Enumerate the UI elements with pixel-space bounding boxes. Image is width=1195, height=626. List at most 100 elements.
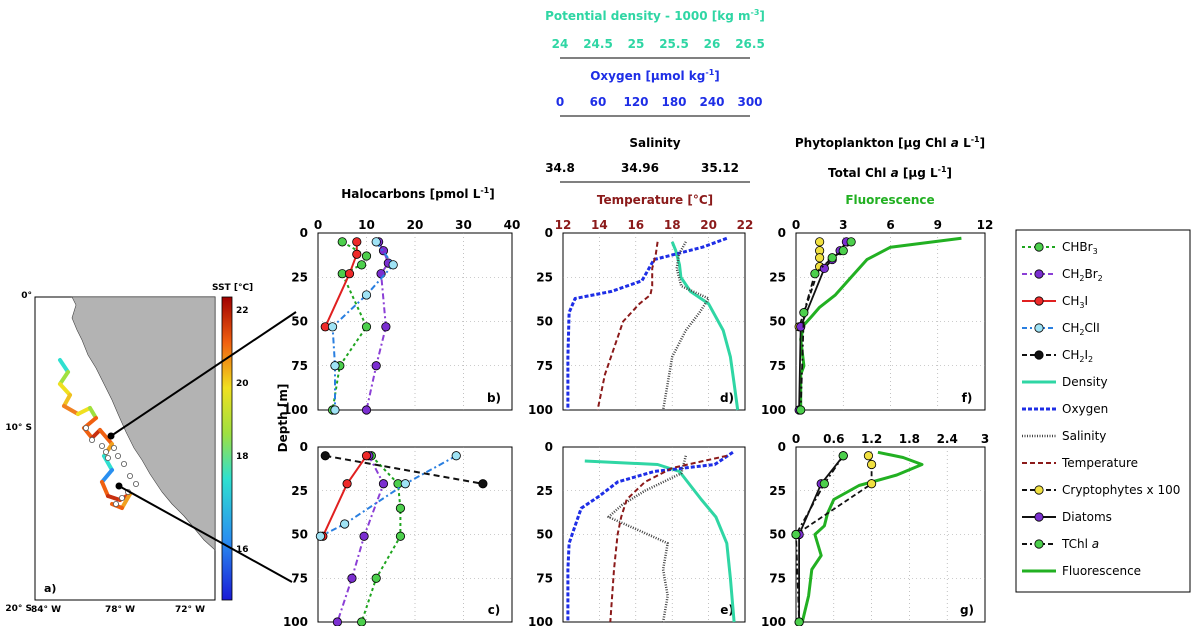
series-line-ch2cli (331, 241, 395, 410)
x-tick: 14 (591, 218, 608, 232)
data-point (315, 531, 326, 541)
data-point (371, 361, 381, 371)
legend-item: TChl a (1022, 537, 1099, 551)
data-point (866, 479, 877, 489)
depth-tick: 75 (769, 359, 786, 373)
lat-label: 10° S (5, 423, 32, 433)
x-tick: 20 (700, 218, 717, 232)
colorbar-tick: 22 (236, 306, 249, 316)
x-tick: 12 (977, 218, 994, 232)
data-point (810, 269, 820, 279)
legend-item: CH3I (1022, 294, 1088, 310)
data-point (388, 260, 398, 270)
data-point (361, 405, 372, 415)
data-point (361, 322, 372, 332)
data-point (799, 308, 809, 318)
track-segment (58, 358, 70, 374)
legend: CHBr3 CH2Br2 CH3I CH2ClI CH2I2 Density Oxygen S… (1015, 229, 1191, 593)
density-tick: 25 (628, 37, 645, 51)
legend-item: Cryptophytes x 100 (1022, 483, 1180, 497)
oxygen-tick: 60 (590, 95, 607, 109)
x-tick: 18 (664, 218, 681, 232)
map-panel: a) 0° 10° S 20° S 84° W 78° W 72° W SST … (5, 283, 297, 615)
panel-letter-e: e) (720, 603, 734, 617)
legend-label: CH2I2 (1062, 348, 1093, 364)
panel-b: 0 25 50 75 100 0 10 20 30 40 b) (283, 218, 520, 417)
oxygen-tick: 120 (623, 95, 648, 109)
legend-swatch-marker (1034, 323, 1044, 333)
station-marker (103, 448, 110, 455)
data-point (371, 237, 381, 247)
panel-label-a: a) (44, 582, 56, 595)
legend-swatch-marker (1034, 269, 1044, 279)
oxygen-tick: 240 (699, 95, 724, 109)
legend-label: TChl a (1061, 537, 1099, 551)
data-point (451, 451, 461, 461)
series-line-oxygen (566, 236, 728, 410)
series-line-fluorescence (800, 450, 924, 623)
depth-tick: 25 (769, 270, 786, 284)
oxygen-tick-labels: 0 60 120 180 240 300 (556, 95, 763, 109)
panel-d: 0 25 50 75 100 12 14 16 18 20 22 d) (528, 218, 753, 417)
data-point (838, 246, 848, 256)
series-line-ch2cli (319, 454, 457, 538)
depth-tick: 100 (283, 615, 308, 626)
density-tick: 26.5 (735, 37, 765, 51)
colorbar-tick: 18 (236, 452, 249, 462)
legend-label: CH2Br2 (1062, 267, 1103, 283)
halocarbons-axis-title: Halocarbons [pmol L-1] (341, 186, 494, 201)
track-segment (100, 480, 110, 498)
depth-tick: 50 (291, 315, 308, 329)
x-tick: 10 (358, 218, 375, 232)
depth-tick: 25 (291, 484, 308, 498)
data-point (330, 405, 340, 415)
ship-track (58, 358, 132, 510)
depth-tick: 75 (536, 359, 553, 373)
depth-tick: 0 (300, 440, 308, 454)
legend-swatch-marker (1034, 485, 1044, 495)
legend-item: Oxygen (1022, 402, 1108, 416)
panel-letter-c: c) (488, 603, 501, 617)
legend-items: CHBr3 CH2Br2 CH3I CH2ClI CH2I2 Density Oxygen S… (1022, 240, 1180, 578)
panel-letter-f: f) (962, 391, 973, 405)
data-point (838, 451, 848, 461)
data-point (332, 617, 342, 626)
legend-swatch-marker (1034, 242, 1044, 252)
data-point (866, 459, 877, 470)
depth-tick: 75 (291, 359, 308, 373)
legend-swatch-marker (1034, 350, 1044, 360)
depth-tick: 100 (528, 403, 553, 417)
depth-tick: 50 (536, 528, 553, 542)
legend-label: CHBr3 (1062, 240, 1098, 256)
legend-label: Diatoms (1062, 510, 1112, 524)
data-point (791, 529, 801, 540)
station-marker (111, 444, 118, 451)
legend-swatch-marker (1034, 539, 1044, 549)
x-tick: 0 (792, 432, 800, 446)
data-point (794, 617, 804, 626)
salinity-tick: 35.12 (701, 161, 739, 175)
depth-tick: 50 (769, 528, 786, 542)
salinity-tick-labels: 34.8 34.96 35.12 (545, 161, 739, 175)
legend-swatch-marker (1034, 296, 1044, 306)
colorbar-tick: 16 (236, 545, 249, 555)
top-axes: Potential density - 1000 [kg m-3] 24 24.5… (341, 8, 985, 207)
depth-tick: 25 (291, 270, 308, 284)
phytoplankton-axis-title: Phytoplankton [µg Chl a L-1] (795, 135, 985, 150)
data-point (819, 263, 829, 273)
depth-tick: 100 (761, 615, 786, 626)
track-segment (120, 492, 132, 510)
depth-axis-label: Depth [m] (276, 384, 290, 453)
depth-tick: 0 (300, 226, 308, 240)
x-tick: 0 (314, 218, 322, 232)
depth-tick: 100 (528, 615, 553, 626)
station-marker (105, 454, 112, 461)
sst-colorbar-label: SST [°C] (212, 283, 253, 293)
data-point (320, 451, 330, 461)
x-tick: 1.2 (861, 432, 882, 446)
x-tick: 22 (737, 218, 754, 232)
series-line-tchl-a (795, 455, 845, 623)
data-point (815, 253, 825, 263)
legend-item: Fluorescence (1022, 564, 1141, 578)
